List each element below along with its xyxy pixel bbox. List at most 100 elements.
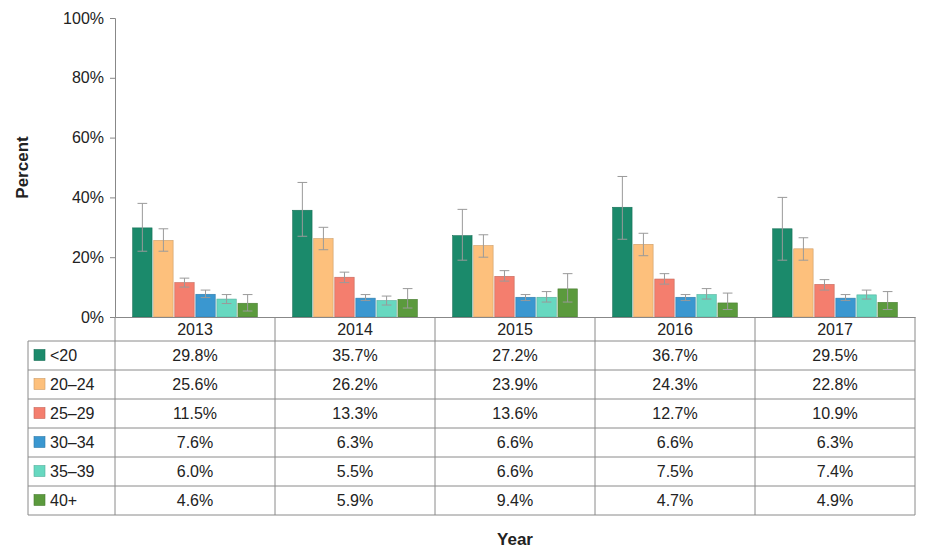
bar-series bbox=[133, 207, 792, 317]
tick: 2015 bbox=[497, 321, 533, 338]
table-line bbox=[28, 457, 915, 458]
table-line bbox=[595, 317, 596, 515]
error-bars bbox=[138, 176, 788, 260]
table-value: 13.6% bbox=[492, 405, 537, 422]
table-line bbox=[28, 370, 915, 371]
tick-label: 2015 bbox=[497, 321, 533, 338]
error-bar bbox=[618, 176, 628, 239]
error-bar bbox=[820, 280, 830, 290]
tick-label: 80% bbox=[72, 69, 104, 86]
table-value: 9.4% bbox=[497, 492, 533, 509]
tick-mark bbox=[110, 78, 115, 79]
bar bbox=[655, 279, 674, 317]
chart: 0%20%40%60%80%100%Percent201320142015201… bbox=[0, 0, 930, 559]
error-bar bbox=[361, 295, 371, 301]
axis-title: Percent bbox=[13, 136, 32, 199]
tick: 0% bbox=[81, 309, 115, 326]
error-bars bbox=[201, 290, 851, 300]
table-value: 6.0% bbox=[177, 463, 213, 480]
tick: 40% bbox=[72, 189, 115, 206]
error-bar bbox=[521, 295, 531, 301]
tick-mark bbox=[110, 257, 115, 258]
legend-label: 20–24 bbox=[50, 376, 95, 393]
legend-label: 40+ bbox=[50, 492, 77, 509]
table-value: 5.9% bbox=[337, 492, 373, 509]
tick: 2017 bbox=[817, 321, 853, 338]
table-value: 7.6% bbox=[177, 434, 213, 451]
tick-label: 2013 bbox=[177, 321, 213, 338]
table-line bbox=[28, 399, 915, 400]
error-bar bbox=[403, 289, 413, 308]
table-value: 6.6% bbox=[657, 434, 693, 451]
error-bar bbox=[681, 295, 691, 301]
error-bar bbox=[723, 293, 733, 309]
error-bar bbox=[298, 182, 308, 236]
bar bbox=[314, 239, 333, 317]
table-value: 29.5% bbox=[812, 347, 857, 364]
table-value: 24.3% bbox=[652, 376, 697, 393]
x-axis: 2013 2014 2015 2016 2017 bbox=[116, 318, 916, 339]
table-value: 7.4% bbox=[817, 463, 853, 480]
axis-line bbox=[116, 317, 916, 318]
table-line bbox=[275, 317, 276, 515]
error-bar bbox=[862, 290, 872, 299]
table-value: 6.3% bbox=[817, 434, 853, 451]
error-bar bbox=[500, 271, 510, 281]
error-bar bbox=[340, 272, 350, 282]
tick-label: 100% bbox=[63, 10, 104, 27]
error-bars bbox=[243, 274, 893, 311]
tick: 2016 bbox=[657, 321, 693, 338]
table-value: 11.5% bbox=[173, 405, 217, 422]
data-table: <2029.8%35.7%27.2%36.7%29.5%20–2425.6%26… bbox=[28, 317, 915, 515]
plot-area bbox=[133, 176, 898, 317]
table-line bbox=[28, 341, 115, 342]
error-bars bbox=[180, 271, 830, 290]
error-bar bbox=[841, 295, 851, 301]
tick: 80% bbox=[72, 69, 115, 86]
error-bars bbox=[159, 227, 809, 260]
table-value: 36.7% bbox=[652, 347, 697, 364]
error-bar bbox=[159, 229, 169, 251]
table-value: 22.8% bbox=[812, 376, 857, 393]
table-value: 13.3% bbox=[332, 405, 377, 422]
table-value: 7.5% bbox=[657, 463, 693, 480]
error-bar bbox=[479, 235, 489, 257]
table-line bbox=[115, 341, 915, 342]
table-value: 4.6% bbox=[177, 492, 213, 509]
table-value: 35.7% bbox=[332, 347, 377, 364]
error-bars bbox=[222, 289, 872, 305]
legend-swatch bbox=[34, 437, 45, 448]
table-value: 6.3% bbox=[337, 434, 373, 451]
error-bar bbox=[883, 292, 893, 310]
error-bar bbox=[778, 197, 788, 260]
tick: 2013 bbox=[177, 321, 213, 338]
tick-label: 2016 bbox=[657, 321, 693, 338]
bar-series bbox=[175, 276, 834, 317]
table-value: 5.5% bbox=[337, 463, 373, 480]
error-bar bbox=[243, 295, 253, 311]
table-value: 23.9% bbox=[492, 376, 537, 393]
table-line bbox=[28, 515, 915, 516]
tick-label: 0% bbox=[81, 309, 104, 326]
error-bar bbox=[563, 274, 573, 302]
axis-title: Year bbox=[497, 530, 533, 549]
error-bar bbox=[799, 238, 809, 260]
tick: 60% bbox=[72, 129, 115, 146]
table-value: 6.6% bbox=[497, 463, 533, 480]
error-bar bbox=[180, 278, 190, 287]
tick-mark bbox=[110, 197, 115, 198]
table-value: 4.7% bbox=[657, 492, 693, 509]
table-line bbox=[755, 317, 756, 515]
tick-mark bbox=[110, 18, 115, 19]
legend-label: <20 bbox=[50, 347, 77, 364]
bar bbox=[175, 283, 194, 317]
table-value: 26.2% bbox=[332, 376, 377, 393]
table-line bbox=[28, 486, 915, 487]
error-bar bbox=[639, 233, 649, 255]
tick: 2014 bbox=[337, 321, 373, 338]
bar bbox=[154, 240, 173, 317]
legend-swatch bbox=[34, 379, 45, 390]
legend-label: 25–29 bbox=[50, 405, 95, 422]
error-bar bbox=[660, 274, 670, 284]
tick-label: 40% bbox=[72, 189, 104, 206]
